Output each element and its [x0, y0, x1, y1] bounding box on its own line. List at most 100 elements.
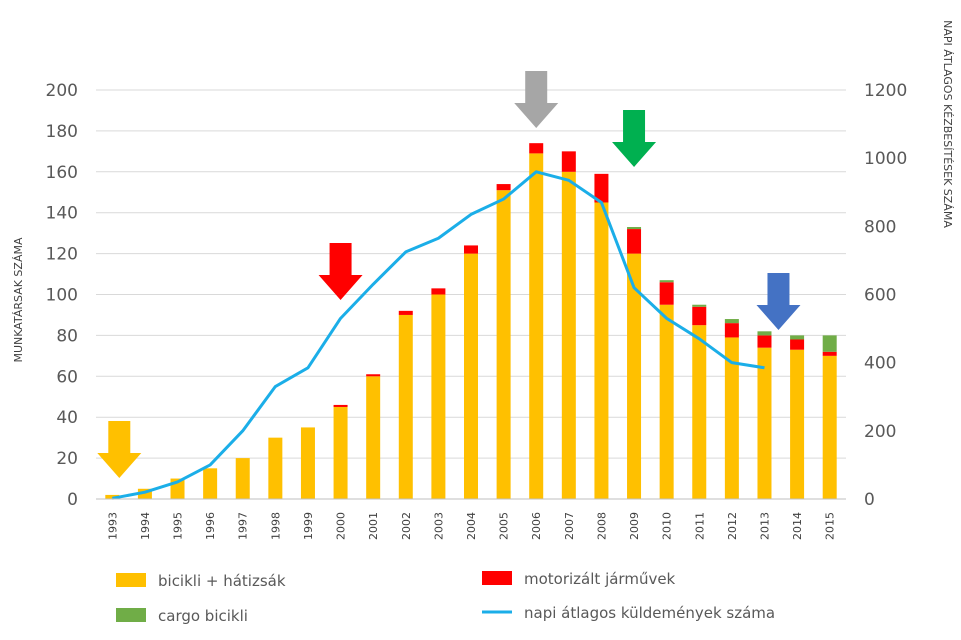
- bar-segment: [692, 325, 707, 499]
- bar-segment: [300, 427, 315, 499]
- bar-segment: [822, 335, 837, 352]
- x-tick-label: 2011: [693, 512, 706, 540]
- legend-swatch-motorizalt: [482, 571, 512, 585]
- x-tick-label: 2000: [335, 512, 348, 540]
- bar-segment: [561, 171, 576, 500]
- x-axis-ticks: 1993 1994 1995 1996 1997 1998 1999 2000 2001 2002…: [106, 512, 836, 540]
- y-tick-label: 20: [56, 449, 78, 469]
- x-tick-label: 1996: [204, 512, 217, 540]
- y2-tick-label: 200: [864, 422, 896, 442]
- y-tick-label: 100: [46, 286, 78, 306]
- bar-segment: [659, 282, 674, 305]
- legend-label-motorizalt: motorizált járművek: [524, 570, 676, 588]
- bar-segment: [724, 319, 739, 324]
- legend: bicikli + hátizsák motorizált járművek c…: [116, 570, 775, 625]
- bar-segment: [333, 404, 348, 407]
- bar-segment: [757, 331, 772, 336]
- y-tick-label: 0: [67, 490, 78, 510]
- y-axis-ticks: 0 20 40 60 80 100 120 140 160 180 200: [46, 81, 78, 510]
- x-tick-label: 2010: [661, 512, 674, 540]
- x-tick-label: 1993: [106, 512, 119, 540]
- legend-swatch-bicikli: [116, 573, 146, 587]
- x-tick-label: 2014: [791, 512, 804, 540]
- x-tick-label: 2004: [465, 512, 478, 540]
- bar-segment: [561, 151, 576, 172]
- bar-segment: [822, 351, 837, 356]
- bar-segment: [529, 153, 544, 499]
- x-tick-label: 1999: [302, 512, 315, 540]
- bar-segment: [724, 337, 739, 499]
- y2-tick-label: 1000: [864, 149, 907, 169]
- y-tick-label: 140: [46, 204, 78, 224]
- bar-segment: [464, 245, 478, 254]
- bar-segment: [496, 190, 511, 499]
- bars: [105, 143, 837, 500]
- bar-segment: [235, 458, 250, 499]
- x-tick-label: 2006: [530, 512, 543, 540]
- x-tick-label: 2008: [595, 512, 608, 540]
- bar-segment: [757, 335, 772, 348]
- arrow-2006: [514, 71, 559, 128]
- x-tick-label: 2012: [726, 512, 739, 540]
- bar-segment: [757, 347, 772, 499]
- bar-segment: [659, 304, 674, 499]
- bar-segment: [790, 339, 805, 350]
- y2-tick-label: 0: [864, 490, 875, 510]
- arrow-2009: [612, 110, 657, 167]
- y2-axis-title: NAPI ÁTLAGOS KÉZBESÍTÉSEK SZÁMA: [941, 20, 954, 228]
- bar-segment: [137, 488, 152, 499]
- y-tick-label: 80: [56, 326, 78, 346]
- legend-label-bicikli: bicikli + hátizsák: [158, 572, 286, 590]
- bar-segment: [496, 184, 511, 191]
- legend-label-cargo: cargo bicikli: [158, 607, 248, 625]
- bar-segment: [203, 468, 218, 499]
- y2-tick-label: 800: [864, 217, 896, 237]
- x-tick-label: 1995: [172, 512, 185, 540]
- bar-segment: [366, 376, 381, 499]
- line-series: [112, 170, 765, 500]
- y-tick-label: 180: [46, 122, 78, 142]
- x-tick-label: 1994: [139, 512, 152, 540]
- bar-segment: [790, 349, 805, 499]
- x-tick-label: 2013: [758, 512, 771, 540]
- y2-axis-ticks: 0 200 400 600 800 1000 1200: [864, 81, 907, 510]
- x-tick-label: 2007: [563, 512, 576, 540]
- x-tick-label: 2009: [628, 512, 641, 540]
- bar-segment: [464, 253, 478, 499]
- bar-segment: [333, 406, 348, 499]
- bar-segment: [627, 253, 642, 499]
- y2-tick-label: 400: [864, 354, 896, 374]
- y2-tick-label: 600: [864, 286, 896, 306]
- x-tick-label: 2003: [432, 512, 445, 540]
- y-tick-label: 40: [56, 408, 78, 428]
- bar-segment: [627, 229, 642, 254]
- bar-segment: [398, 314, 413, 499]
- arrow-2000: [318, 243, 363, 300]
- y-axis-title: MUNKATÁRSAK SZÁMA: [12, 237, 25, 362]
- arrows: [97, 71, 801, 478]
- y-tick-label: 60: [56, 367, 78, 387]
- x-tick-label: 2005: [498, 512, 511, 540]
- bar-segment: [724, 323, 739, 338]
- bar-segment: [398, 310, 413, 315]
- bar-segment: [529, 143, 544, 154]
- bar-segment: [431, 294, 446, 499]
- x-tick-label: 1998: [269, 512, 282, 540]
- bar-segment: [692, 306, 707, 326]
- bar-segment: [659, 280, 674, 283]
- bar-segment: [822, 355, 837, 499]
- arrow-1993: [97, 421, 142, 478]
- y-tick-label: 200: [46, 81, 78, 101]
- bar-segment: [268, 437, 283, 499]
- bar-segment: [431, 288, 446, 295]
- bar-segment: [790, 335, 805, 340]
- bar-segment: [594, 202, 609, 499]
- bar-segment: [627, 227, 642, 230]
- bar-segment: [594, 173, 609, 203]
- bar-segment: [366, 374, 381, 377]
- legend-swatch-cargo: [116, 608, 146, 622]
- arrow-2013: [756, 273, 801, 330]
- x-tick-label: 2001: [367, 512, 380, 540]
- x-tick-label: 2015: [824, 512, 837, 540]
